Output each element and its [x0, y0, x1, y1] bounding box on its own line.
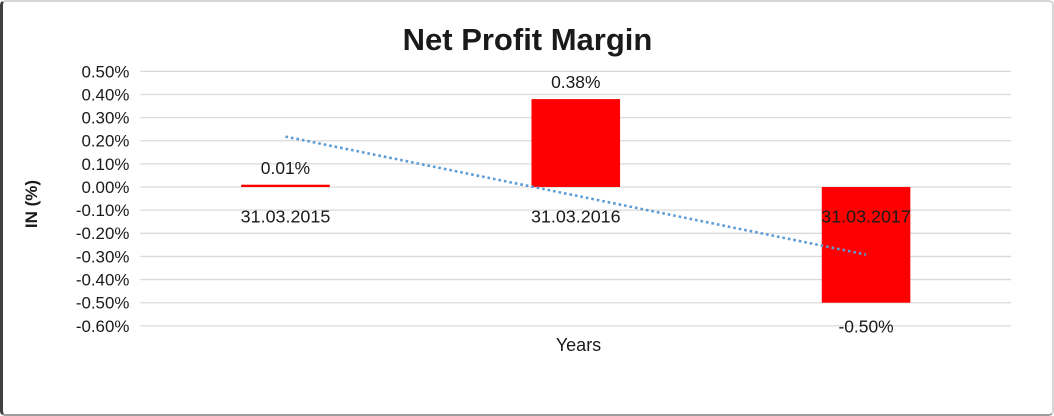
category-label: 31.03.2016: [531, 207, 621, 227]
category-label: 31.03.2015: [241, 207, 331, 227]
y-tick-label: -0.30%: [76, 247, 130, 266]
chart-title: Net Profit Margin: [402, 22, 653, 57]
bar-31.03.2017: [821, 187, 911, 303]
data-label: -0.50%: [838, 316, 893, 336]
trendline: [285, 135, 867, 256]
y-tick-label: 0.50%: [81, 62, 129, 81]
y-tick-label: -0.10%: [76, 201, 130, 220]
plot-area: 0.50% 0.40% 0.30% 0.20% 0.10% 0.00% -0.10% -0.2…: [76, 62, 1012, 336]
y-tick-label: -0.60%: [76, 317, 130, 336]
bar-31.03.2015: [241, 184, 330, 188]
category-label: 31.03.2017: [821, 207, 911, 227]
y-tick-label: 0.10%: [81, 155, 129, 174]
y-tick-label: 0.30%: [81, 109, 129, 128]
data-label: 0.38%: [551, 72, 600, 92]
bar-31.03.2016: [531, 99, 621, 188]
y-tick-label: -0.20%: [76, 224, 130, 243]
y-tick-label: -0.40%: [76, 271, 130, 290]
y-tick-label: 0.20%: [81, 132, 129, 151]
y-tick-label: -0.50%: [76, 294, 130, 313]
y-tick-label: 0.40%: [81, 85, 129, 104]
y-tick-label: 0.00%: [81, 178, 129, 197]
x-axis-title: Years: [555, 335, 602, 355]
data-label: 0.01%: [261, 158, 310, 178]
